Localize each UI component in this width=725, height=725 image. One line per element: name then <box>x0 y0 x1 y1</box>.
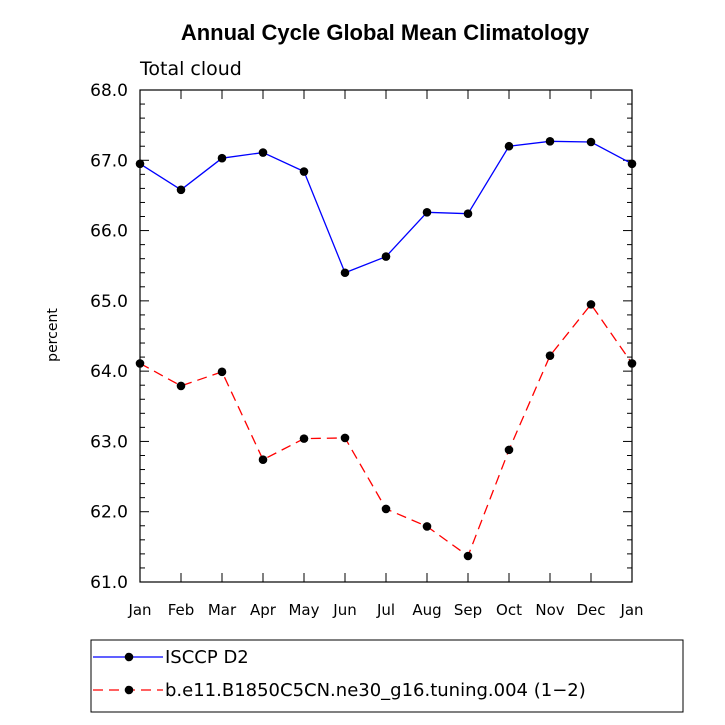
series-2-point <box>258 455 268 465</box>
y-tick-label: 62.0 <box>90 503 128 523</box>
x-tick-label: Apr <box>250 601 277 619</box>
series-2-point <box>463 551 473 561</box>
x-tick-label: Aug <box>412 601 441 619</box>
series-2-point <box>176 381 186 391</box>
x-tick-label: May <box>288 601 319 619</box>
series-1-point <box>340 268 350 278</box>
series-1-point <box>217 153 227 163</box>
x-tick-label: Dec <box>576 601 605 619</box>
legend: ISCCP D2 b.e11.B1850C5CN.ne30_g16.tuning.… <box>90 639 684 713</box>
series-1-point <box>627 159 637 169</box>
series-1-point <box>545 137 555 146</box>
series-line-2 <box>139 303 633 558</box>
y-tick-label: 66.0 <box>90 222 128 242</box>
y-tick-label: 65.0 <box>90 292 128 312</box>
x-tick-label: Nov <box>535 601 564 619</box>
x-tick-label: Feb <box>168 601 195 619</box>
series-2-point <box>135 359 145 368</box>
x-tick-label: Mar <box>208 601 237 619</box>
series-1-point <box>135 159 145 169</box>
series-layer <box>135 137 637 561</box>
y-tick-label: 64.0 <box>90 362 128 382</box>
series-1-point <box>463 209 473 219</box>
x-tick-label: Oct <box>496 601 522 619</box>
axes: 61.0 62.0 63.0 64.0 65.0 66.0 67.0 68.0 Jan Feb Ma… <box>90 81 643 619</box>
legend-box <box>90 639 684 713</box>
series-1-point <box>258 148 268 157</box>
chart-subtitle: Total cloud <box>139 58 242 80</box>
legend-label-2: b.e11.B1850C5CN.ne30_g16.tuning.004 (1−2… <box>165 680 586 701</box>
series-2-point <box>299 434 309 443</box>
series-1-point <box>504 141 514 151</box>
x-tick-label: Jan <box>619 601 643 619</box>
legend-label-1: ISCCP D2 <box>165 647 249 668</box>
x-tick-label: Jun <box>332 601 356 619</box>
series-2-point <box>586 300 596 309</box>
series-2-point <box>627 359 637 368</box>
series-2-point <box>545 351 555 360</box>
series-1-point <box>381 252 391 261</box>
x-tick-label: Jul <box>376 601 395 619</box>
series-1-point <box>176 185 186 195</box>
y-axis-label: percent <box>45 308 61 362</box>
series-1-point <box>299 167 309 176</box>
chart-title: Annual Cycle Global Mean Climatology <box>181 20 590 45</box>
series-1-point <box>586 137 596 147</box>
y-tick-label: 68.0 <box>90 81 128 101</box>
series-2-point <box>340 433 350 443</box>
y-tick-label: 61.0 <box>90 573 128 593</box>
x-tick-label: Jan <box>127 601 151 619</box>
series-2-point <box>422 522 432 531</box>
series-2-point <box>504 445 514 455</box>
legend-marker-1 <box>124 652 134 662</box>
series-2-point <box>217 367 227 377</box>
series-1-point <box>422 207 432 217</box>
series-2-point <box>381 504 391 514</box>
legend-marker-2 <box>124 685 134 695</box>
y-tick-label: 67.0 <box>90 151 128 171</box>
x-tick-label: Sep <box>454 601 482 619</box>
y-tick-label: 63.0 <box>90 432 128 452</box>
